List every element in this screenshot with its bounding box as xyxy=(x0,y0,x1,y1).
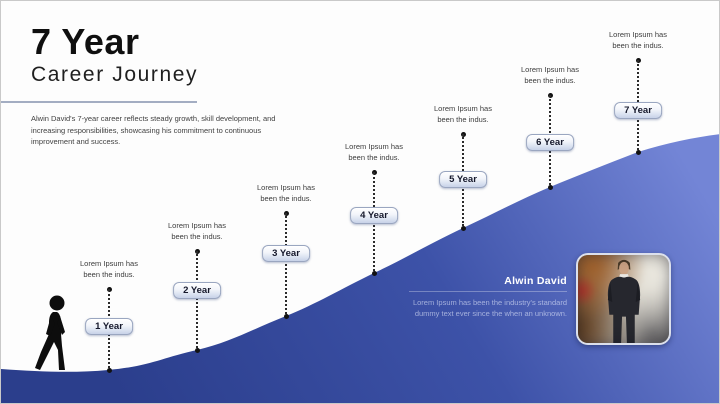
timeline-dot-bottom xyxy=(547,185,553,190)
milestone-5: Lorem Ipsum has been the indus. 5 Year xyxy=(418,104,508,231)
year-badge-1: 1 Year xyxy=(85,318,133,335)
profile-bio: Lorem Ipsum has been the industry's stan… xyxy=(412,298,567,319)
header: 7 Year Career Journey xyxy=(31,23,198,87)
milestone-2: Lorem Ipsum has been the indus. 2 Year xyxy=(152,221,242,353)
timeline-dot-bottom xyxy=(283,314,289,319)
page-title: 7 Year xyxy=(31,21,140,62)
timeline-dot-bottom xyxy=(635,150,641,155)
profile-divider xyxy=(409,291,567,292)
milestone-desc: Lorem Ipsum has been the indus. xyxy=(609,30,667,50)
page-subtitle: Career Journey xyxy=(31,62,199,86)
milestone-desc: Lorem Ipsum has been the indus. xyxy=(257,183,315,203)
title-divider xyxy=(1,101,197,103)
milestone-desc: Lorem Ipsum has been the indus. xyxy=(434,104,492,124)
year-badge-3: 3 Year xyxy=(262,245,310,262)
milestone-desc: Lorem Ipsum has been the indus. xyxy=(80,259,138,279)
milestone-6: Lorem Ipsum has been the indus. 6 Year xyxy=(505,65,595,190)
milestone-desc: Lorem Ipsum has been the indus. xyxy=(345,142,403,162)
photo-vignette xyxy=(578,255,669,343)
year-badge-4: 4 Year xyxy=(350,207,398,224)
timeline-dot-bottom xyxy=(460,226,466,231)
milestone-4: Lorem Ipsum has been the indus. 4 Year xyxy=(329,142,419,276)
man-in-suit-figure xyxy=(607,259,640,343)
timeline-dotted-line xyxy=(285,213,287,314)
walking-person-icon xyxy=(35,295,65,370)
timeline-dot-bottom xyxy=(106,368,112,373)
milestone-1: Lorem Ipsum has been the indus. 1 Year xyxy=(64,259,154,373)
year-badge-7: 7 Year xyxy=(614,102,662,119)
milestone-3: Lorem Ipsum has been the indus. 3 Year xyxy=(241,183,331,319)
year-badge-2: 2 Year xyxy=(173,282,221,299)
milestone-desc: Lorem Ipsum has been the indus. xyxy=(168,221,226,241)
timeline-dot-bottom xyxy=(194,348,200,353)
intro-paragraph: Alwin David's 7-year career reflects ste… xyxy=(31,114,276,147)
timeline-dot-bottom xyxy=(371,271,377,276)
profile-photo xyxy=(576,253,671,345)
milestone-7: Lorem Ipsum has been the indus. 7 Year xyxy=(593,30,683,155)
year-badge-6: 6 Year xyxy=(526,134,574,151)
profile-name: Alwin David xyxy=(504,275,567,287)
year-badge-5: 5 Year xyxy=(439,171,487,188)
timeline-dotted-line xyxy=(196,251,198,348)
milestone-desc: Lorem Ipsum has been the indus. xyxy=(521,65,579,85)
profile-text-block: Alwin David Lorem Ipsum has been the ind… xyxy=(409,275,567,320)
